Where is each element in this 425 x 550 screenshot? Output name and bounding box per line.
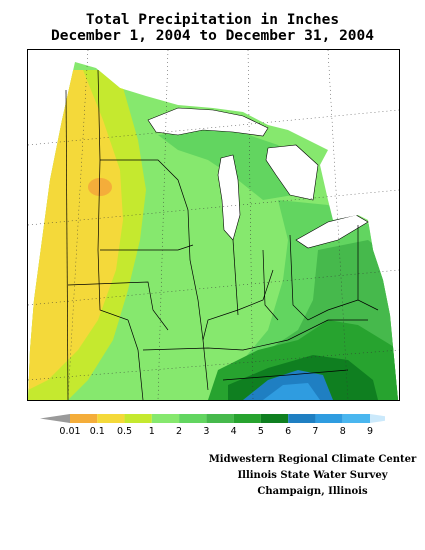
lat-lon-grid [28, 50, 399, 400]
legend-label: 5 [257, 426, 264, 437]
legend-swatch [233, 414, 261, 423]
legend-swatches [40, 414, 385, 423]
legend-swatch [179, 414, 207, 423]
legend-swatch [206, 414, 234, 423]
legend-label: 8 [339, 426, 346, 437]
precipitation-map [27, 49, 400, 401]
lake-erie [295, 214, 369, 249]
lake-superior [147, 107, 269, 137]
legend-swatch [260, 414, 289, 423]
legend-label: 1 [148, 426, 155, 437]
state-boundaries [65, 69, 379, 400]
canada-region [320, 150, 373, 220]
map-title-line1: Total Precipitation in Inches [85, 12, 340, 28]
legend-label: 4 [230, 426, 237, 437]
lake-huron [265, 144, 319, 201]
legend-high-end-arrow [370, 414, 385, 423]
legend-swatch [342, 414, 370, 423]
legend-label: 0.1 [89, 426, 105, 437]
band-0.01-0.1 [88, 178, 112, 196]
legend-swatch [315, 414, 343, 423]
legend-low-end-arrow [40, 414, 70, 423]
legend-label: 0.5 [116, 426, 133, 437]
precipitation-legend [40, 414, 385, 423]
precipitation-map-graphic [28, 50, 399, 400]
legend-swatch [70, 414, 98, 423]
legend-label: 7 [312, 426, 319, 437]
credit-line2: Illinois State Water Survey [237, 470, 388, 481]
legend-swatch [151, 414, 180, 423]
credit-line3: Champaign, Illinois [257, 486, 368, 497]
map-title-line2: December 1, 2004 to December 31, 2004 [50, 28, 374, 44]
legend-swatch [124, 414, 152, 423]
band-7-8 [263, 383, 320, 400]
legend-swatch [97, 414, 125, 423]
credit-line1: Midwestern Regional Climate Center [208, 454, 417, 465]
legend-label: 6 [285, 426, 292, 437]
legend-swatch [288, 414, 316, 423]
legend-label: 0.01 [59, 426, 81, 437]
legend-label: 3 [203, 426, 210, 437]
legend-label: 2 [176, 426, 183, 437]
legend-label: 9 [366, 426, 374, 437]
